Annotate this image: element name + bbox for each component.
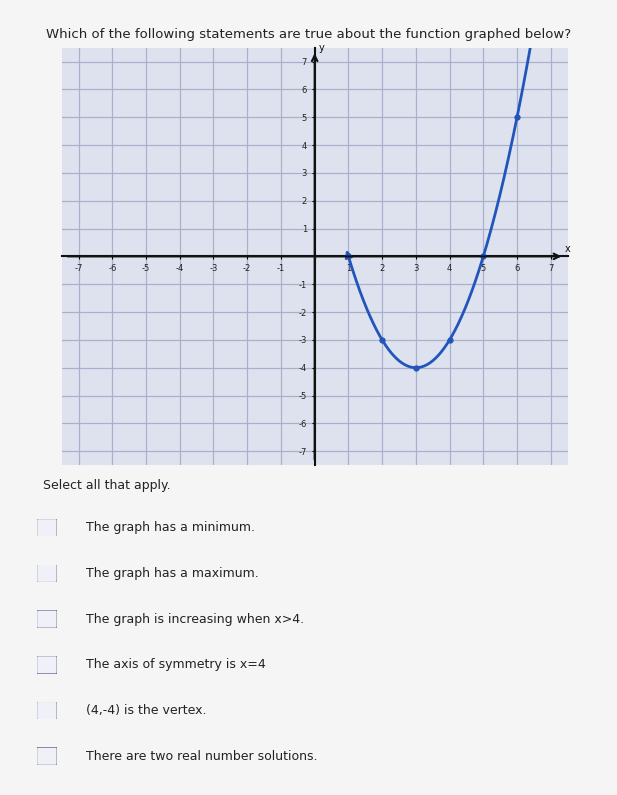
Text: The graph has a minimum.: The graph has a minimum. <box>86 522 255 534</box>
FancyBboxPatch shape <box>36 701 57 719</box>
Text: There are two real number solutions.: There are two real number solutions. <box>86 750 318 762</box>
Text: y: y <box>318 43 325 52</box>
Text: Which of the following statements are true about the function graphed below?: Which of the following statements are tr… <box>46 28 571 41</box>
Text: (4,-4) is the vertex.: (4,-4) is the vertex. <box>86 704 207 717</box>
Text: The graph has a maximum.: The graph has a maximum. <box>86 567 259 580</box>
Text: Select all that apply.: Select all that apply. <box>43 479 171 491</box>
FancyBboxPatch shape <box>36 610 57 628</box>
Text: The axis of symmetry is x=4: The axis of symmetry is x=4 <box>86 658 266 671</box>
FancyBboxPatch shape <box>36 656 57 674</box>
FancyBboxPatch shape <box>36 518 57 537</box>
FancyBboxPatch shape <box>36 564 57 583</box>
FancyBboxPatch shape <box>36 747 57 766</box>
Text: The graph is increasing when x>4.: The graph is increasing when x>4. <box>86 613 305 626</box>
Text: x: x <box>565 244 571 254</box>
